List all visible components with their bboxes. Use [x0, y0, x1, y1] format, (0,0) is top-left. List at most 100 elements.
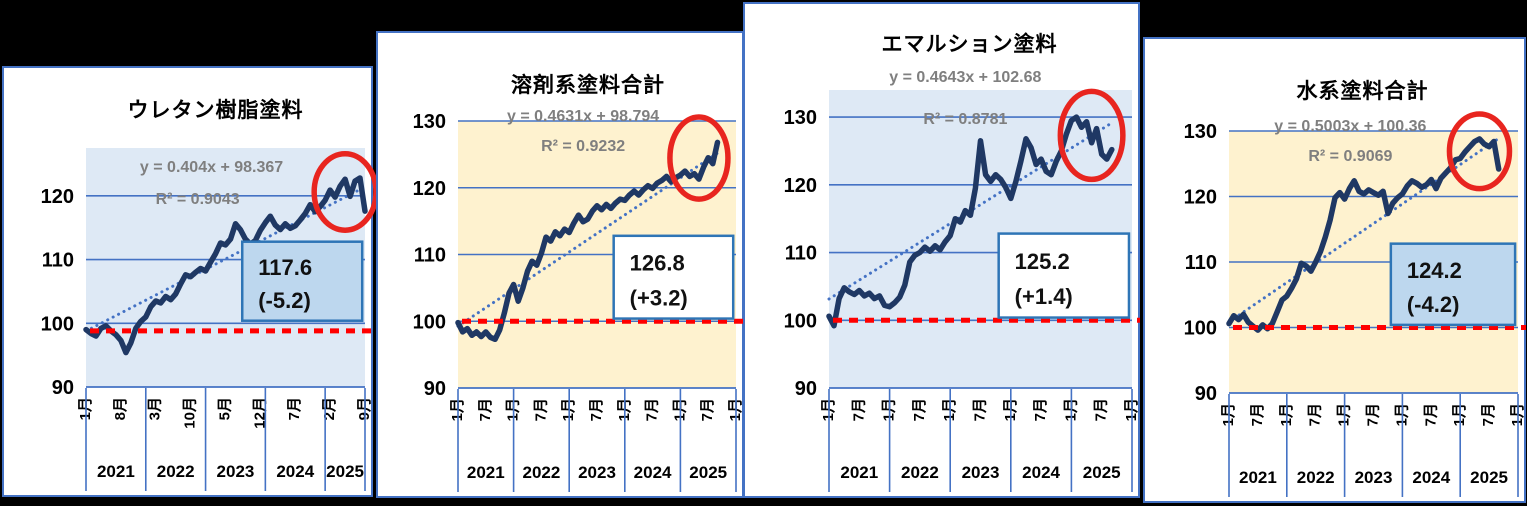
x-axis-year-label: 2025 — [1083, 463, 1121, 482]
r-squared-label: R² = 0.9043 — [156, 191, 240, 208]
x-axis-year-label: 2025 — [1470, 468, 1508, 487]
x-axis-year-label: 2022 — [901, 463, 939, 482]
y-axis-tick-label: 100 — [41, 313, 74, 335]
data-series-line — [826, 114, 1115, 329]
trend-equation-label: y = 0.4631x + 98.794 — [507, 108, 659, 125]
x-axis-year-label: 2023 — [1355, 468, 1393, 487]
latest-value-callout — [612, 234, 735, 320]
r-squared-label: R² = 0.8781 — [923, 111, 1007, 128]
x-axis-month-label: 7月 — [644, 398, 661, 421]
chart-panel-urethane-resin-paint: ウレタン樹脂塗料 901001101201月8月3月10月5月12月7月2月9月… — [2, 66, 379, 497]
x-axis-year-label: 2021 — [1239, 468, 1277, 487]
chart-plot-water: 901001101201301月7月1月7月1月7月1月7月1月7月1月2021… — [1184, 111, 1526, 497]
callout-change-value: (+3.2) — [630, 285, 688, 310]
x-axis-year-label: 2021 — [97, 462, 135, 481]
r-squared-label: R² = 0.9232 — [541, 138, 625, 155]
x-axis-month-label: 7月 — [911, 398, 928, 421]
callout-latest-value: 126.8 — [630, 251, 685, 276]
y-axis-tick-label: 130 — [784, 107, 817, 129]
chart-title: エマルション塗料 — [881, 33, 1058, 56]
x-axis-year-label: 2021 — [840, 463, 878, 482]
y-axis-tick-label: 90 — [1195, 383, 1217, 405]
callout-change-value: (-4.2) — [1407, 292, 1460, 317]
y-axis-tick-label: 110 — [42, 250, 74, 272]
x-axis-month-label: 7月 — [699, 398, 716, 421]
chart-plot-urethane: 901001101201月8月3月10月5月12月7月2月9月202120222… — [41, 148, 379, 491]
y-axis-tick-label: 110 — [1185, 252, 1217, 274]
callout-latest-value: 124.2 — [1407, 258, 1462, 283]
chart-panel-emulsion-paint: エマルション塗料 901001101201301月7月1月7月1月7月1月7月1… — [743, 2, 1140, 498]
recent-data-highlight-ellipse — [1446, 111, 1513, 192]
x-axis-year-label: 2025 — [689, 463, 727, 482]
y-axis-tick-label: 130 — [413, 111, 446, 133]
callout-change-value: (+1.4) — [1015, 284, 1073, 309]
x-axis-month-label: 7月 — [1480, 403, 1497, 426]
x-axis-month-label: 7月 — [532, 398, 549, 421]
chart-title: 溶剤系塗料合計 — [511, 74, 665, 97]
trend-equation-label: y = 0.4643x + 102.68 — [889, 69, 1041, 86]
y-axis-tick-label: 100 — [784, 310, 817, 332]
chart-title: 水系塗料合計 — [1296, 80, 1429, 103]
x-axis-month-label: 12月 — [251, 397, 268, 429]
y-axis-tick-label: 90 — [52, 377, 74, 399]
x-axis-month-label: 7月 — [1093, 398, 1110, 421]
callout-change-value: (-5.2) — [258, 288, 311, 313]
x-axis-year-label: 2021 — [467, 463, 505, 482]
y-axis-tick-label: 120 — [413, 178, 446, 200]
x-axis-month-label: 2月 — [321, 397, 338, 420]
x-axis-year-label: 2024 — [1412, 468, 1450, 487]
y-axis-tick-label: 110 — [785, 243, 817, 265]
x-axis-year-label: 2025 — [326, 462, 364, 481]
chart-plot-solvent: 901001101201301月7月1月7月1月7月1月7月1月7月1月2021… — [413, 108, 744, 492]
latest-value-callout — [997, 232, 1131, 319]
r-squared-label: R² = 0.9069 — [1308, 148, 1392, 165]
recent-data-highlight-ellipse — [667, 114, 731, 202]
callout-latest-value: 125.2 — [1015, 249, 1070, 274]
x-axis-year-label: 2022 — [1297, 468, 1335, 487]
trend-equation-label: y = 0.5003x + 100.36 — [1274, 118, 1426, 135]
y-axis-tick-label: 90 — [795, 378, 817, 400]
x-axis-month-label: 7月 — [588, 398, 605, 421]
x-axis-month-label: 7月 — [1364, 403, 1381, 426]
chart-panel-water-paint-total: 水系塗料合計 901001101201301月7月1月7月1月7月1月7月1月7… — [1143, 37, 1526, 503]
x-axis-year-label: 2024 — [276, 462, 314, 481]
x-axis-month-label: 3月 — [147, 397, 164, 420]
x-axis-month-label: 8月 — [112, 397, 129, 420]
data-series-line — [1226, 136, 1502, 333]
latest-value-callout — [1389, 242, 1517, 327]
y-axis-tick-label: 100 — [413, 311, 446, 333]
x-axis-month-label: 7月 — [1032, 398, 1049, 421]
x-axis-year-label: 2023 — [217, 462, 255, 481]
x-axis-month-label: 7月 — [1422, 403, 1439, 426]
y-axis-tick-label: 130 — [1184, 121, 1217, 143]
x-axis-year-label: 2022 — [157, 462, 195, 481]
x-axis-month-label: 7月 — [1307, 403, 1324, 426]
x-axis-year-label: 2022 — [522, 463, 560, 482]
callout-latest-value: 117.6 — [258, 255, 312, 280]
trend-line — [1227, 136, 1501, 324]
x-axis-month-label: 7月 — [1249, 403, 1266, 426]
chart-plot-emulsion: 901001101201301月7月1月7月1月7月1月7月1月7月1月2021… — [784, 69, 1140, 492]
y-axis-tick-label: 120 — [784, 175, 817, 197]
x-axis-year-label: 2023 — [962, 463, 1000, 482]
x-axis-month-label: 7月 — [850, 398, 867, 421]
y-axis-tick-label: 120 — [41, 186, 74, 208]
x-axis-month-label: 7月 — [971, 398, 988, 421]
y-axis-tick-label: 120 — [1184, 187, 1217, 209]
trend-line — [827, 121, 1114, 301]
x-axis-month-label: 5月 — [216, 397, 233, 420]
x-axis-year-label: 2024 — [1022, 463, 1060, 482]
x-axis-year-label: 2024 — [634, 463, 672, 482]
y-axis-tick-label: 100 — [1184, 318, 1217, 340]
x-axis-month-label: 7月 — [286, 397, 303, 420]
x-axis-month-label: 10月 — [182, 397, 199, 429]
recent-data-highlight-ellipse — [311, 150, 379, 233]
chart-panel-solvent-paint-total: 溶剤系塗料合計 901001101201301月7月1月7月1月7月1月7月1月… — [376, 31, 744, 498]
trend-equation-label: y = 0.404x + 98.367 — [140, 159, 283, 176]
y-axis-tick-label: 110 — [414, 245, 446, 267]
x-axis-month-label: 7月 — [477, 398, 494, 421]
latest-value-callout — [240, 240, 364, 322]
chart-title: ウレタン樹脂塗料 — [127, 99, 304, 122]
y-axis-tick-label: 90 — [424, 378, 446, 400]
